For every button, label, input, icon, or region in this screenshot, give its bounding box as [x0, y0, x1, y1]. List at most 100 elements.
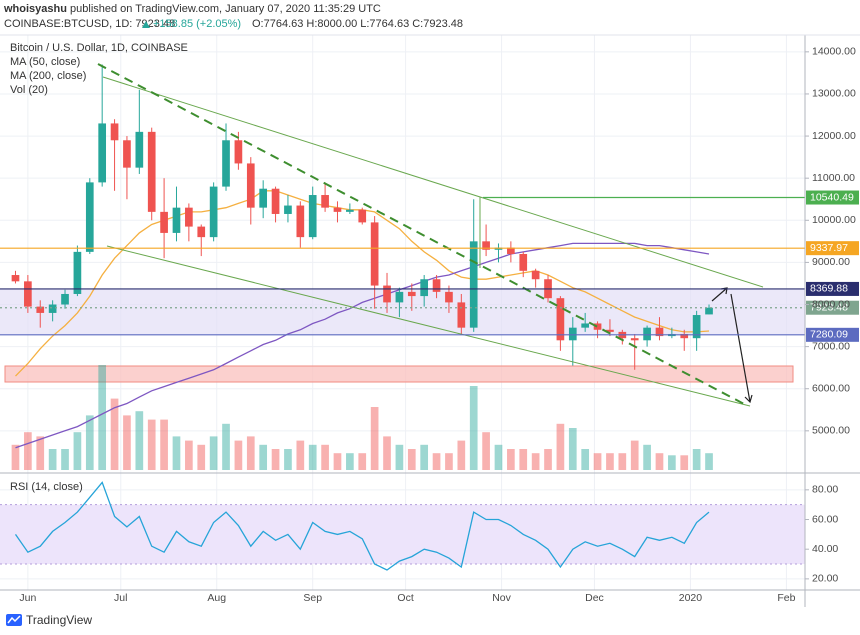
- volume-bar: [432, 453, 441, 470]
- brand: TradingView: [26, 613, 92, 627]
- rsi-tick-label: 40.00: [812, 543, 838, 555]
- candle-body: [420, 279, 429, 297]
- candle-body: [383, 285, 391, 303]
- volume-bar: [556, 423, 565, 470]
- arrow-down: [730, 293, 753, 404]
- candle-body: [222, 140, 230, 187]
- candle-body: [160, 211, 168, 233]
- x-tick-label: Jul: [114, 592, 127, 604]
- footer-logo: TradingView: [6, 613, 92, 627]
- symbol-line: COINBASE:BTCUSD, 1D: 7923.48: [4, 18, 175, 30]
- candle-body: [172, 207, 181, 233]
- candle-body: [123, 140, 131, 168]
- candle-body: [643, 327, 651, 341]
- candle-body: [61, 293, 69, 305]
- candle-body: [606, 329, 614, 332]
- volume-bar: [234, 440, 243, 470]
- volume-bar: [11, 444, 20, 470]
- volume-bar: [172, 436, 181, 470]
- x-tick-label: Oct: [397, 592, 413, 604]
- y-tick-label: 6000.00: [812, 383, 850, 395]
- candle-body: [36, 306, 45, 313]
- volume-bar: [420, 444, 429, 470]
- y-tick-label: 12000.00: [812, 130, 856, 142]
- symbol: COINBASE:BTCUSD, 1D:: [4, 18, 132, 30]
- x-tick-label: Dec: [585, 592, 604, 604]
- candle-body: [432, 279, 441, 292]
- candle-body: [531, 270, 540, 280]
- rsi-line: [14, 481, 710, 571]
- candle-body: [308, 195, 317, 238]
- price-marks: [11, 64, 713, 449]
- candle-body: [358, 209, 367, 223]
- level-label: 8369.88: [810, 283, 848, 295]
- volume-bar: [85, 415, 94, 470]
- volume-bar: [469, 386, 478, 470]
- volume-bar: [24, 432, 32, 470]
- legend-volume: Vol (20): [10, 84, 48, 96]
- volume-bar: [48, 449, 57, 470]
- candle-body: [593, 323, 602, 330]
- y-tick-label: 14000.00: [812, 46, 856, 58]
- candle-body: [407, 291, 416, 297]
- y-tick-label: 5000.00: [812, 425, 850, 437]
- candle-body: [692, 315, 701, 339]
- candle-body: [507, 247, 515, 254]
- candle-body: [11, 275, 20, 282]
- volume-bar: [606, 453, 614, 470]
- candle-body: [556, 298, 565, 341]
- volume-bar: [568, 428, 577, 470]
- level-label-bg: [806, 241, 859, 256]
- volume-bar: [271, 449, 280, 470]
- candle-body: [457, 302, 466, 328]
- candle-body: [296, 205, 305, 238]
- volume-bar: [494, 444, 503, 470]
- volume-bar: [222, 423, 230, 470]
- volume-bar: [296, 440, 305, 470]
- x-tick-label: Aug: [207, 592, 226, 604]
- level-label-bg: [806, 190, 859, 205]
- candle-body: [680, 333, 689, 339]
- volume-bar: [209, 436, 218, 470]
- volume-bar: [457, 440, 466, 470]
- candle-body: [630, 338, 639, 341]
- ohlc: O:7764.63 H:8000.00 L:7764.63 C:7923.48: [252, 18, 463, 30]
- y-tick-label: 13000.00: [812, 88, 856, 100]
- volume-bar: [643, 444, 651, 470]
- level-label: 7280.09: [810, 329, 848, 341]
- volume-bar: [618, 453, 627, 470]
- candle-body: [568, 327, 577, 341]
- candle-body: [197, 226, 206, 238]
- y-tick-label: 7000.00: [812, 340, 850, 352]
- logo-mark: [7, 615, 21, 624]
- candle-body: [135, 131, 144, 168]
- candle-body: [519, 253, 528, 271]
- candle-body: [655, 327, 664, 337]
- volume-bar: [308, 444, 317, 470]
- up-icon: [142, 21, 150, 28]
- volume-bar: [358, 453, 367, 470]
- volume-bar: [197, 444, 206, 470]
- volume-bar: [482, 432, 490, 470]
- level-label: 10540.49: [810, 191, 854, 203]
- rsi-band: [0, 504, 805, 565]
- volume-bar: [259, 444, 268, 470]
- volume-bar: [630, 440, 639, 470]
- level-label-bg: [806, 300, 859, 315]
- volume-bar: [705, 453, 713, 470]
- level-label-bg: [806, 327, 859, 342]
- author: whoisyashu: [3, 3, 67, 15]
- x-tick-label: Nov: [492, 592, 511, 604]
- channel-lower: [106, 245, 751, 407]
- y-tick-label: 8000.00: [812, 298, 850, 310]
- volume-bar: [346, 453, 354, 470]
- trend-dashed: [97, 63, 747, 406]
- ma-line: [15, 242, 710, 449]
- volume-bar: [581, 449, 590, 470]
- volume-bar: [531, 453, 540, 470]
- channel-upper: [102, 76, 764, 288]
- volume-bar: [246, 436, 255, 470]
- volume-bar: [135, 411, 144, 470]
- volume-bar: [36, 436, 45, 470]
